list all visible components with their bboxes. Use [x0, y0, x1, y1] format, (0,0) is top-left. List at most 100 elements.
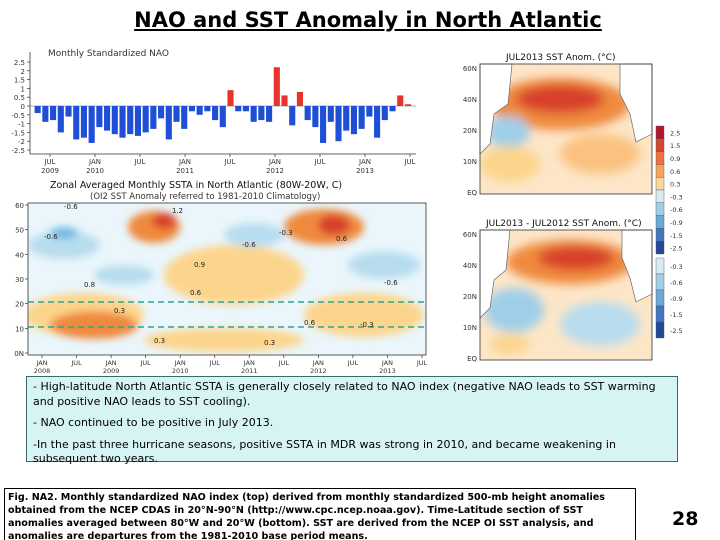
nao-chart-label: Monthly Standardized NAO — [48, 49, 169, 59]
nao-bar — [57, 106, 64, 133]
nao-bar — [150, 106, 157, 129]
map-lat-label: 10N — [463, 158, 477, 166]
nao-bar — [50, 106, 57, 121]
nao-bar — [88, 106, 95, 143]
nao-bar — [273, 67, 280, 106]
nao-x-tick-label: JAN — [358, 158, 371, 166]
nao-bar — [289, 106, 296, 126]
nao-bar — [381, 106, 388, 121]
ssta-x-tick-year: 2011 — [241, 367, 258, 375]
nao-bar — [258, 106, 265, 121]
ssta-contour-label: 0.8 — [84, 281, 95, 289]
nao-bar — [173, 106, 180, 122]
nao-bar — [134, 106, 141, 136]
nao-y-tick-label: 0 — [21, 103, 25, 111]
ssta-x-tick-label: JAN — [174, 359, 186, 367]
nao-bar — [312, 106, 319, 128]
colorbar-label: -0.3 — [670, 263, 683, 271]
nao-x-tick-label: JAN — [88, 158, 101, 166]
nao-bar — [404, 104, 411, 106]
ssta-x-tick-label: JUL — [416, 359, 428, 367]
nao-bar — [235, 106, 242, 112]
nao-bar — [250, 106, 257, 122]
discussion-point-2: - NAO continued to be positive in July 2… — [33, 416, 274, 429]
nao-bar — [219, 106, 226, 128]
nao-bar — [96, 106, 103, 128]
nao-bar — [204, 106, 211, 112]
colorbar-label: -0.9 — [670, 295, 683, 303]
nao-bar — [227, 90, 234, 106]
nao-bar — [34, 106, 41, 114]
nao-y-tick-label: 1 — [21, 85, 25, 93]
ssta-y-tick-label: 20 — [15, 301, 24, 309]
ssta-contour-label: -0.6 — [64, 203, 78, 211]
ssta-y-tick-label: 10 — [15, 325, 24, 333]
ssta-contour-label: 0.9 — [194, 261, 205, 269]
map-lat-label: 40N — [463, 262, 477, 270]
ssta-y-tick-label: 50 — [15, 227, 24, 235]
ssta-contour-label: 0.6 — [336, 235, 348, 243]
slide-title: NAO and SST Anomaly in North Atlantic — [134, 8, 602, 32]
ssta-contour-labels: -0.6 1.2 -0.6 0.6 -0.3 -0.6 0.8 0.6 0.3 0.6 -0.3 0.… — [44, 203, 398, 347]
sst-maps: JUL2013 SST Anom. (°C) 60N 40N 20N 10N EQ 2.… — [463, 53, 683, 363]
nao-bar — [266, 106, 273, 122]
nao-bar — [374, 106, 381, 138]
ssta-contour-label: -0.6 — [384, 279, 398, 287]
ssta-x-tick-label: JUL — [209, 359, 221, 367]
ssta-contour-label: -0.3 — [360, 321, 374, 329]
colorbar-label: -1.5 — [670, 311, 683, 319]
nao-bars — [34, 67, 411, 143]
figure-caption: Fig. NA2. Monthly standardized NAO index… — [4, 488, 636, 540]
discussion-point-1: - High-latitude North Atlantic SSTA is g… — [33, 380, 656, 408]
nao-chart-panel: Monthly Standardized NAO 2.5 2 1.5 1 0.5 0 -0.… — [4, 44, 450, 176]
ssta-x-tick-year: 2010 — [172, 367, 189, 375]
nao-bar — [296, 91, 303, 106]
colorbar-top: 2.5 1.5 0.9 0.6 0.3 -0.3 -0.6 -0.9 -1.5 -2.5 — [655, 125, 683, 255]
nao-bar — [42, 106, 49, 122]
nao-y-tick-label: 2 — [21, 68, 25, 76]
ssta-x-tick-year: 2013 — [379, 367, 396, 375]
nao-x-tick-label: JUL — [133, 158, 145, 166]
nao-bar — [358, 106, 365, 129]
nao-y-tick-label: 1.5 — [14, 77, 25, 85]
ssta-y-tick-label: 60 — [15, 202, 24, 210]
ssta-x-tick-year: 2009 — [103, 367, 120, 375]
colorbar-label: -0.9 — [670, 219, 683, 227]
colorbar-label: 0.9 — [670, 155, 680, 163]
nao-x-tick-label: JUL — [223, 158, 235, 166]
nao-x-tick-year: 2009 — [41, 167, 59, 175]
ssta-y-tick-label: 0N — [14, 350, 24, 358]
nao-bar — [188, 106, 195, 112]
nao-bar — [181, 106, 188, 129]
map-lat-label: EQ — [467, 355, 477, 363]
ssta-contour-label: 0.6 — [304, 319, 316, 327]
colorbar-label: 2.5 — [670, 129, 680, 137]
ssta-contour-label: -0.3 — [279, 229, 293, 237]
map-top-title: JUL2013 SST Anom. (°C) — [505, 53, 615, 63]
nao-x-tick-label: JAN — [178, 158, 191, 166]
map-lat-label: 60N — [463, 65, 477, 73]
nao-bar — [397, 95, 404, 106]
nao-bar — [281, 95, 288, 106]
nao-bar — [165, 106, 172, 140]
nao-bar — [320, 106, 327, 143]
sst-maps-panel: JUL2013 SST Anom. (°C) 60N 40N 20N 10N EQ 2.… — [450, 44, 704, 374]
ssta-contour-label: -0.6 — [44, 233, 58, 241]
colorbar-label: -0.6 — [670, 279, 683, 287]
nao-bar — [335, 106, 342, 142]
ssta-x-tick-label: JUL — [139, 359, 151, 367]
nao-bar-chart: Monthly Standardized NAO 2.521.510.50-0.… — [4, 44, 450, 176]
nao-bar — [111, 106, 118, 135]
ssta-x-tick-label: JAN — [105, 359, 117, 367]
nao-x-tick-label: JUL — [43, 158, 55, 166]
map-lat-label: 60N — [463, 231, 477, 239]
nao-y-tick-label: -1 — [18, 121, 25, 129]
ssta-contour-label: 0.6 — [190, 289, 202, 297]
nao-y-tick-label: 0.5 — [14, 94, 25, 102]
nao-x-tick-label: JUL — [313, 158, 325, 166]
nao-bar — [366, 106, 373, 117]
ssta-x-tick-year: 2012 — [310, 367, 327, 375]
nao-bar — [242, 106, 249, 112]
